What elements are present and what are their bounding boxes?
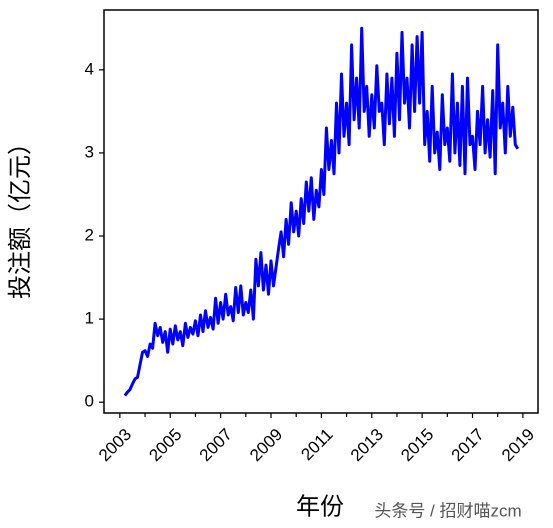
x-tick-label: 2013	[347, 425, 387, 465]
y-tick-label: 0	[85, 392, 94, 411]
data-line	[123, 26, 520, 397]
x-tick-label: 2009	[246, 425, 286, 465]
x-tick-label: 2015	[397, 425, 437, 465]
y-tick-label: 4	[85, 59, 94, 78]
watermark: 头条号 / 招财喵zcm	[374, 501, 521, 520]
x-tick-label: 2003	[95, 425, 135, 465]
y-tick-label: 1	[85, 309, 94, 328]
plot-frame	[103, 9, 539, 414]
y-axis-label: 投注额（亿元）	[7, 131, 34, 299]
x-axis-label: 年份	[296, 493, 344, 520]
x-tick-label: 2019	[498, 425, 538, 465]
x-tick-label: 2017	[448, 425, 488, 465]
y-tick-label: 2	[85, 225, 94, 244]
x-tick-label: 2007	[196, 425, 236, 465]
x-tick-label: 2005	[145, 425, 185, 465]
y-tick-label: 3	[85, 142, 94, 161]
x-tick-label: 2011	[297, 425, 336, 464]
